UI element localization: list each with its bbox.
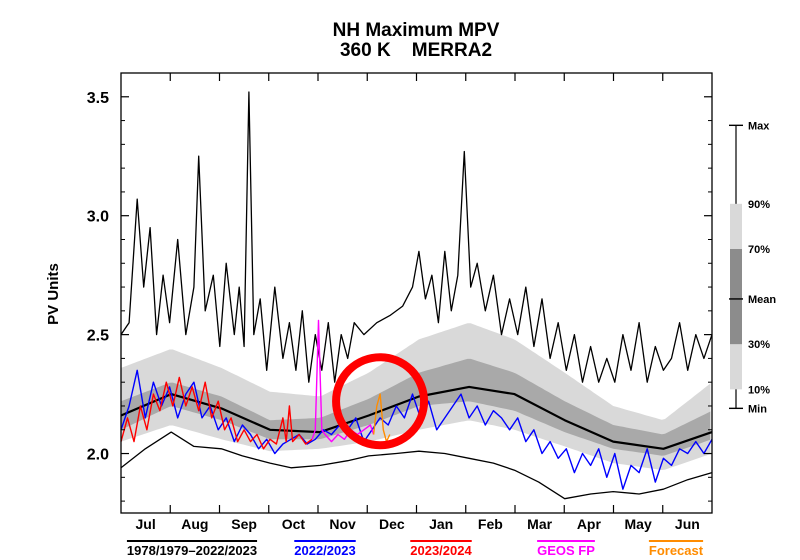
x-tick-label: Jun — [675, 516, 700, 532]
chart-title: NH Maximum MPV — [333, 20, 500, 41]
key-label: 90% — [748, 199, 770, 211]
y-tick-label: 2.5 — [87, 328, 109, 345]
series-line-minimum-1978-1979-2022-2023 — [120, 431, 713, 500]
legend-label: 2023/2024 — [410, 543, 472, 558]
series-line-2023-2024 — [120, 376, 313, 450]
y-tick-label: 2.0 — [87, 447, 109, 464]
legend-label: 2022/2023 — [294, 543, 355, 558]
chart-subtitle: 360 K MERRA2 — [340, 40, 492, 61]
legend-label: 1978/1979–2022/2023 — [127, 543, 257, 558]
x-tick-label: Jan — [429, 516, 453, 532]
key-label: 30% — [748, 339, 770, 351]
key-label: Mean — [748, 294, 776, 306]
key-label: Max — [748, 120, 770, 132]
x-tick-label: Jul — [136, 516, 156, 532]
key-label: Min — [748, 403, 767, 415]
key-label: 70% — [748, 244, 770, 256]
series-line-maximum-1978-1979-2022-2023 — [120, 91, 713, 383]
legend-label: GEOS FP — [537, 543, 595, 558]
x-tick-label: May — [625, 516, 652, 532]
band-30-70 — [121, 358, 711, 456]
highlight-circle — [332, 353, 429, 450]
x-tick-label: Apr — [577, 516, 602, 532]
y-tick-label: 3.0 — [87, 209, 109, 226]
x-tick-label: Oct — [282, 516, 306, 532]
y-tick-label: 3.5 — [87, 90, 109, 107]
x-tick-label: Nov — [329, 516, 356, 532]
key-band-30-70 — [730, 249, 742, 345]
x-tick-label: Dec — [379, 516, 405, 532]
x-tick-label: Mar — [527, 516, 552, 532]
x-tick-label: Aug — [181, 516, 208, 532]
series-line-geos-fp — [311, 319, 375, 443]
x-tick-label: Sep — [231, 516, 257, 532]
y-axis-label: PV Units — [45, 263, 62, 325]
series-line-mean — [120, 385, 713, 450]
series-line-2022-2023 — [120, 369, 713, 490]
key-label: 10% — [748, 384, 770, 396]
legend-label: Forecast — [649, 543, 704, 558]
series-line-forecast — [372, 393, 391, 443]
x-tick-label: Feb — [478, 516, 503, 532]
